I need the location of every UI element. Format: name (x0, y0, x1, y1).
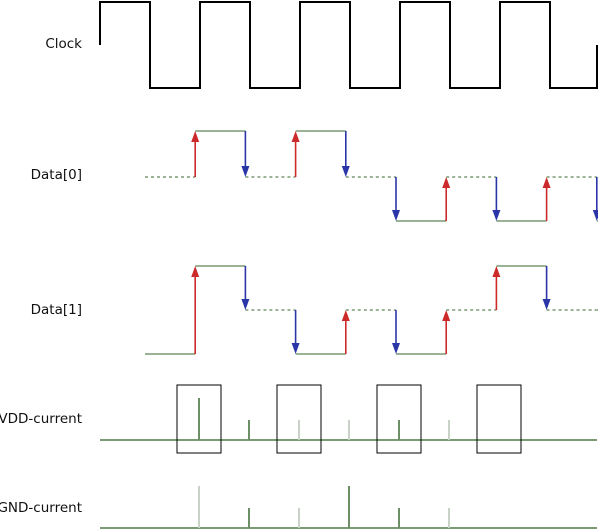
data0-fall-arrow-head (241, 166, 250, 177)
vdd-current-trace (100, 384, 597, 454)
vdd-current-label: VDD-current (0, 411, 82, 427)
data1-fall-arrow-head (241, 299, 250, 310)
data1-waveform (145, 265, 598, 355)
data0-waveform (145, 130, 598, 222)
data1-fall-arrow-head (542, 299, 551, 310)
data0-label: Data[0] (31, 167, 82, 183)
data1-rise-arrow-head (442, 310, 451, 321)
gnd-current-label: GND-current (0, 500, 82, 516)
clock-label: Clock (45, 36, 82, 52)
data0-rise-arrow-head (442, 177, 451, 188)
data1-rise-arrow-head (341, 310, 350, 321)
data0-fall-arrow-head (341, 166, 350, 177)
data0-fall-arrow-head (392, 210, 400, 221)
data1-fall-arrow-head (392, 343, 400, 354)
data0-fall-arrow-head (592, 210, 598, 221)
vdd-highlight-box (476, 384, 522, 454)
data1-rise-arrow-head (492, 266, 501, 277)
vdd-highlight-box (376, 384, 422, 454)
vdd-highlight-box (176, 384, 222, 454)
clock-waveform (99, 1, 598, 89)
vdd-highlight-box (276, 384, 322, 454)
data1-fall-arrow-head (291, 343, 300, 354)
data0-rise-arrow-head (191, 131, 200, 142)
data0-rise-arrow-head (291, 131, 300, 142)
data0-fall-arrow-head (492, 210, 501, 221)
data1-label: Data[1] (31, 302, 82, 318)
data0-rise-arrow-head (542, 177, 551, 188)
gnd-current-trace (100, 486, 597, 529)
data1-rise-arrow-head (191, 266, 200, 277)
